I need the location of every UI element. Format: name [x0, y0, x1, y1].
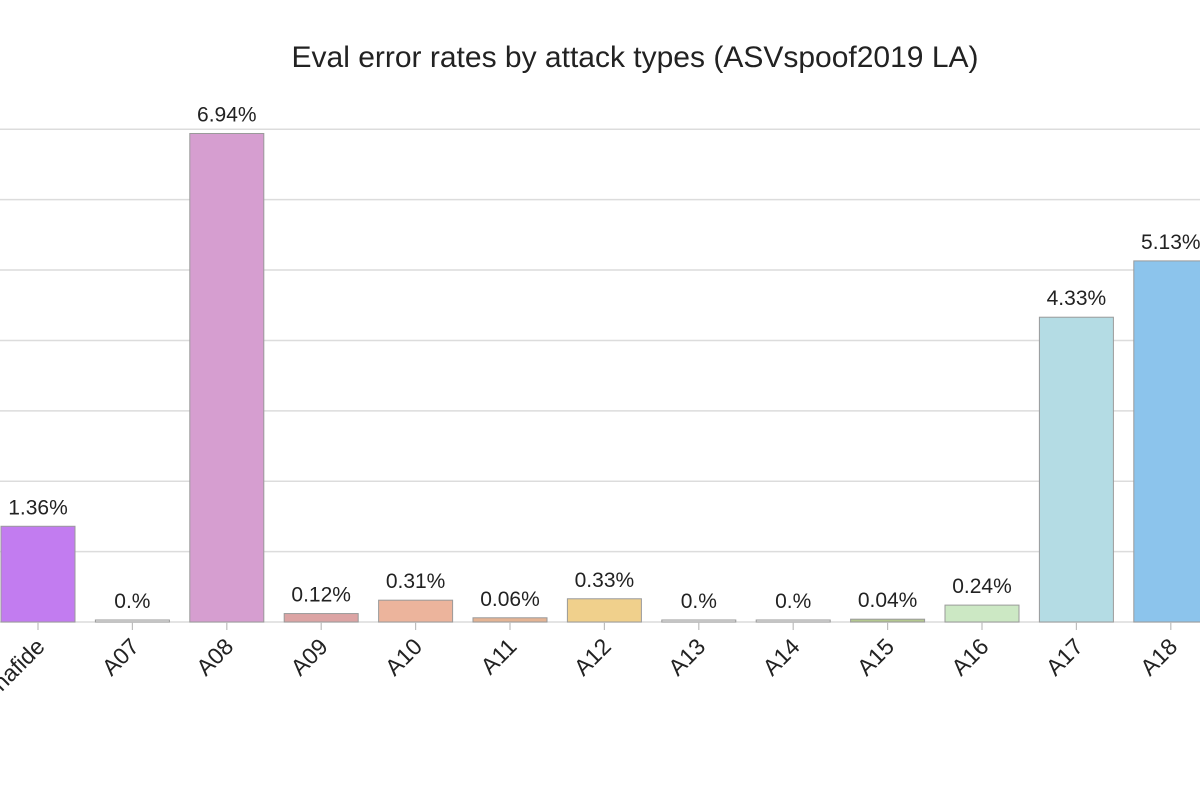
tick-label-a18: A18: [1135, 633, 1182, 680]
value-label-a09: 0.12%: [291, 584, 351, 607]
chart-title: Eval error rates by attack types (ASVspo…: [292, 41, 979, 74]
x-tick-labels: bonafide A07 A08 A09 A10 A11 A12 A13 A14 A15 A16 A1…: [0, 622, 1182, 714]
bar-a08: [189, 132, 265, 623]
bar-a07: [94, 619, 170, 623]
value-label-bonafide: 1.36%: [8, 496, 68, 519]
value-label-a10: 0.31%: [386, 570, 446, 593]
tick-label-a09: A09: [285, 633, 332, 680]
value-label-a13: 0.%: [681, 590, 717, 613]
bar-a12: [566, 598, 642, 623]
bar-a16: [944, 604, 1020, 623]
grid-lines: [0, 128, 1200, 623]
bar-a18: [1133, 260, 1200, 623]
tick-label-a10: A10: [380, 633, 427, 680]
value-label-a14: 0.%: [775, 590, 811, 613]
bar-a14: [755, 619, 831, 623]
bar-a17: [1038, 316, 1114, 623]
tick-label-a15: A15: [852, 633, 899, 680]
bar-a09: [283, 613, 359, 623]
tick-label-a14: A14: [757, 633, 804, 680]
value-labels: 1.36% 0.% 6.94% 0.12% 0.31% 0.06% 0.33% 0.% 0.% 0…: [8, 103, 1200, 613]
value-label-a15: 0.04%: [858, 589, 918, 612]
bar-bonafide: [0, 525, 76, 623]
value-label-a07: 0.%: [114, 590, 150, 613]
tick-label-a08: A08: [191, 633, 238, 680]
bar-a15: [850, 618, 926, 623]
bar-a10: [378, 599, 454, 623]
tick-label-bonafide: bonafide: [0, 633, 50, 714]
value-label-a18: 5.13%: [1141, 231, 1200, 254]
tick-label-a07: A07: [97, 633, 144, 680]
value-label-a16: 0.24%: [952, 575, 1012, 598]
bar-a11: [472, 617, 548, 623]
bar-a13: [661, 619, 737, 623]
value-label-a12: 0.33%: [575, 569, 635, 592]
tick-label-a12: A12: [569, 633, 616, 680]
value-label-a08: 6.94%: [197, 103, 257, 126]
bars: [0, 132, 1200, 623]
value-label-a11: 0.06%: [480, 588, 540, 611]
value-label-a17: 4.33%: [1047, 287, 1107, 310]
tick-label-a16: A16: [946, 633, 993, 680]
tick-label-a11: A11: [475, 633, 521, 679]
tick-label-a17: A17: [1041, 633, 1088, 680]
tick-label-a13: A13: [663, 633, 710, 680]
